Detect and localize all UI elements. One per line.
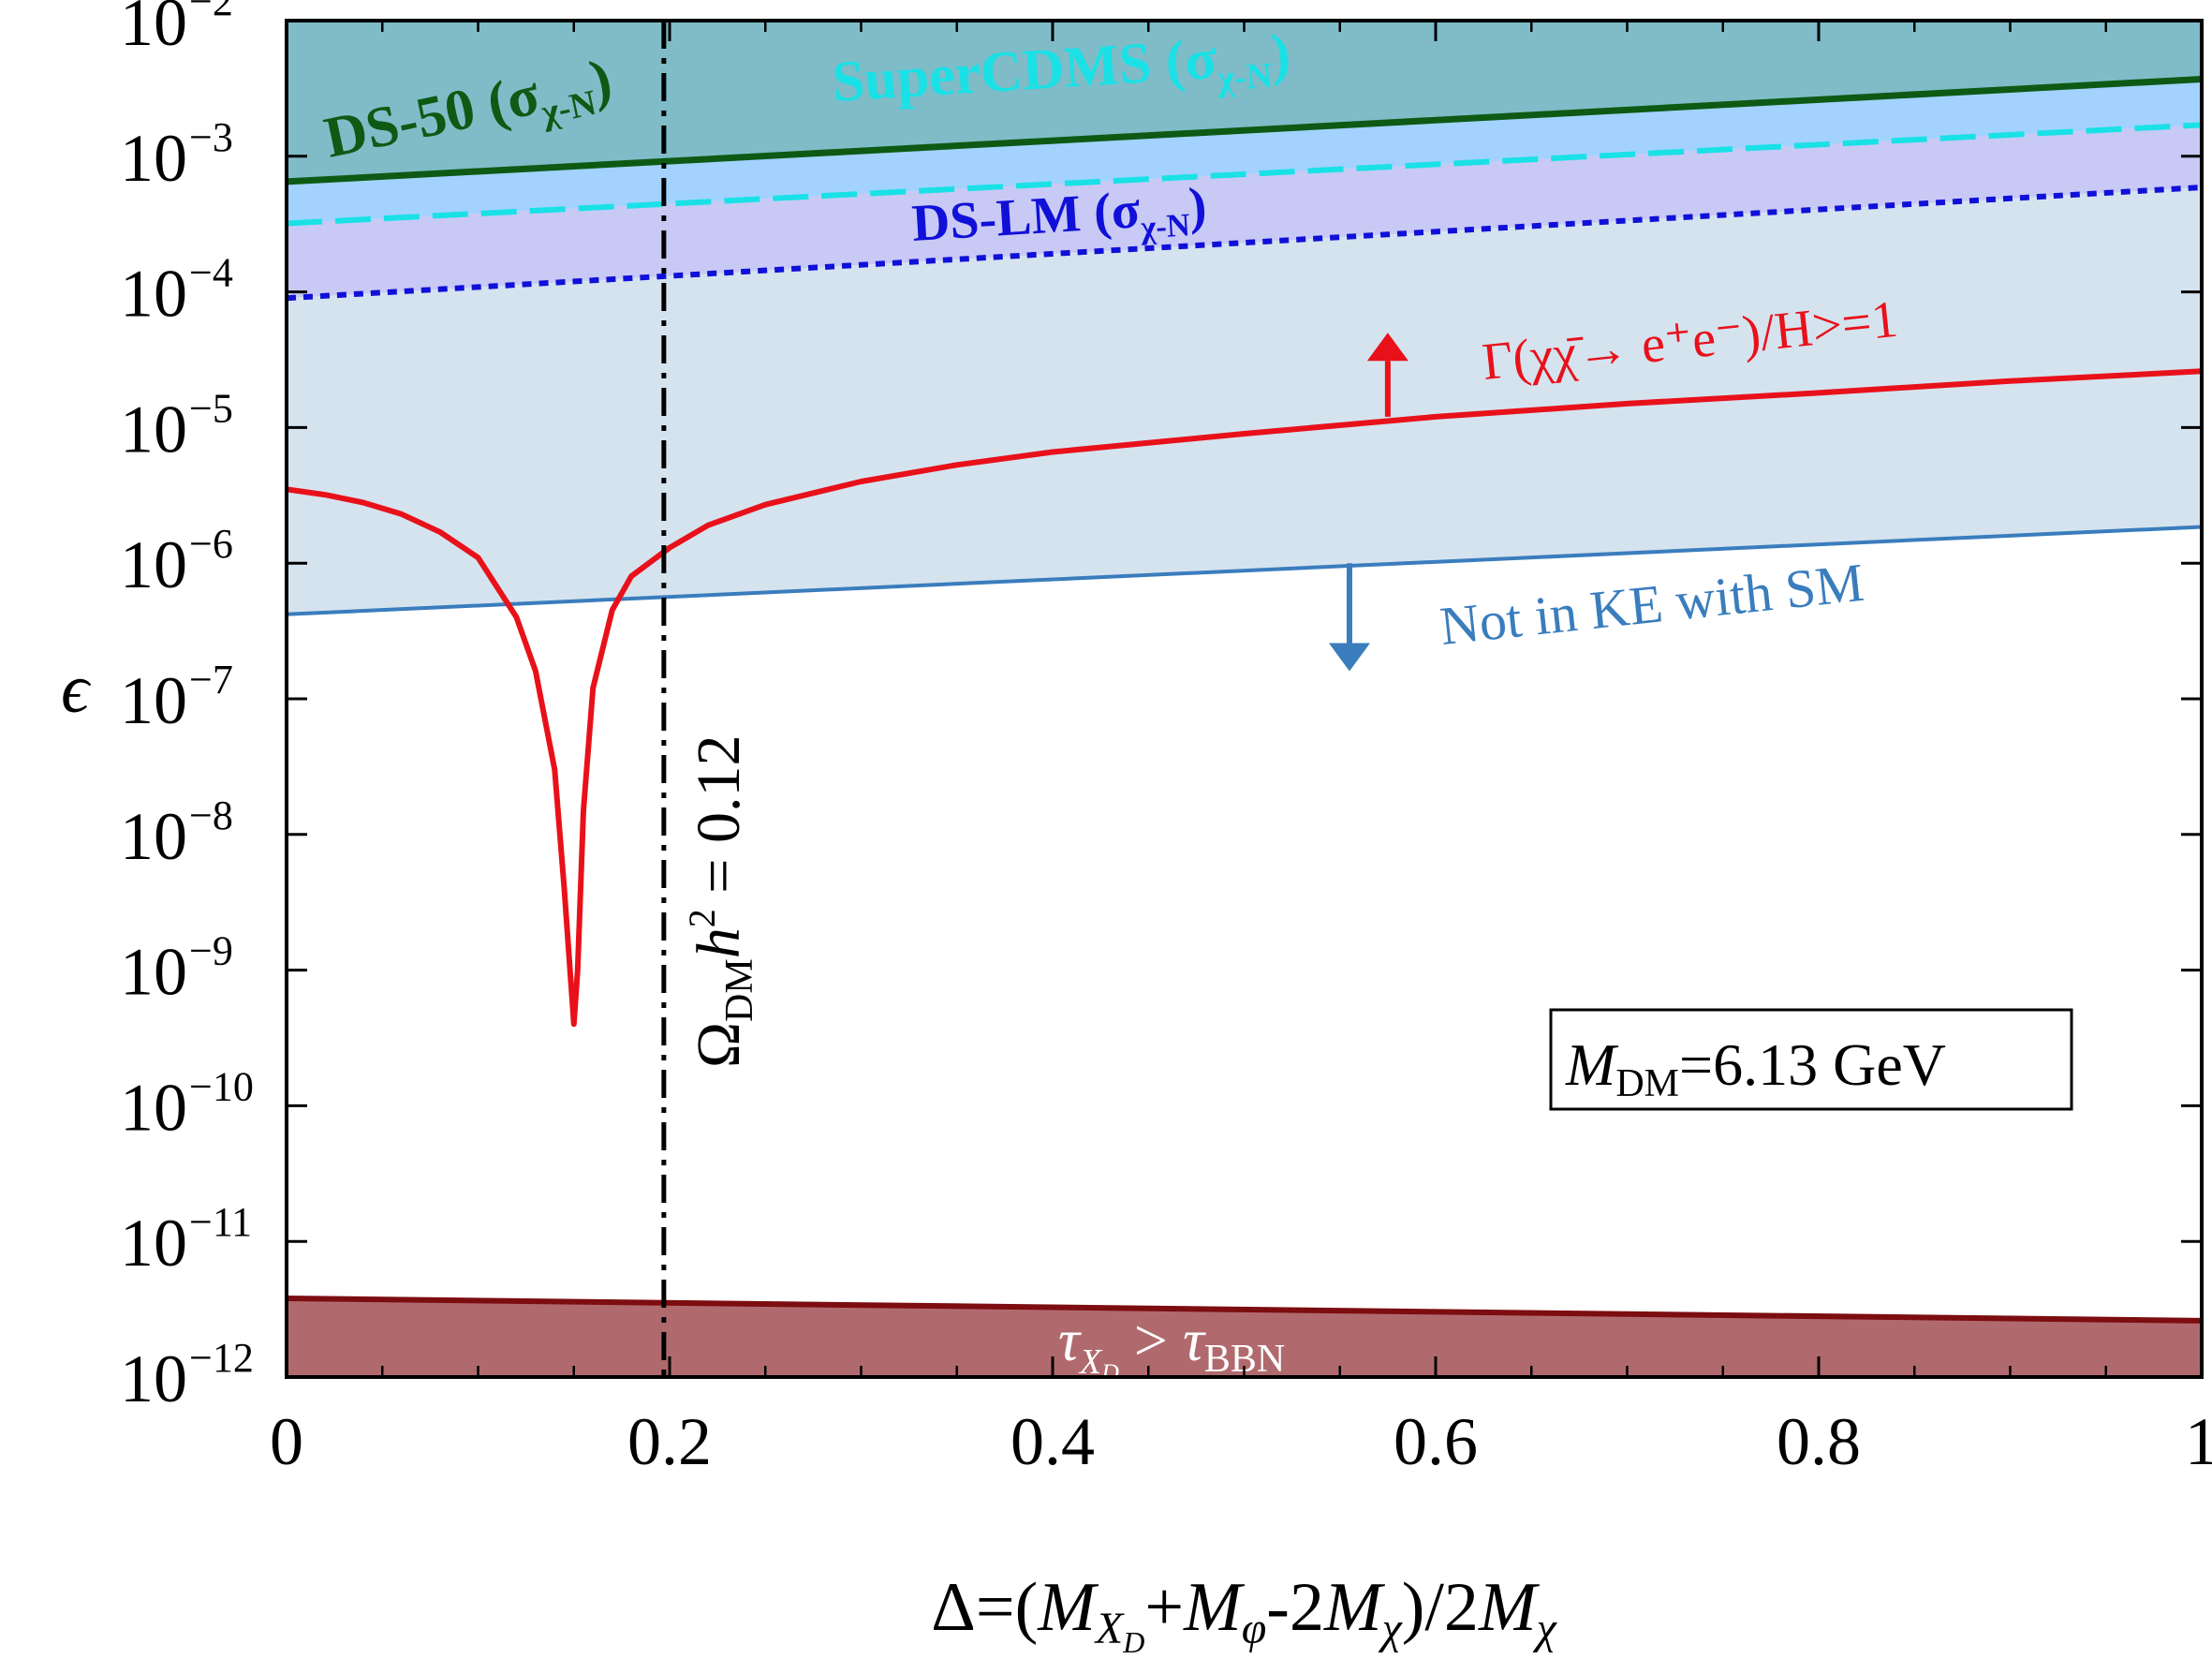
ke-line bbox=[287, 525, 2202, 616]
y-tick-exponent: −12 bbox=[189, 1335, 254, 1381]
omega-label: ΩDMh2 = 0.12 bbox=[681, 735, 761, 1068]
y-tick-label: 10 bbox=[120, 935, 187, 1010]
y-tick-exponent: −2 bbox=[189, 0, 233, 24]
y-tick-exponent: −3 bbox=[189, 114, 233, 160]
y-tick-exponent: −6 bbox=[189, 521, 233, 567]
bbn-label: τXD > τBBN bbox=[1058, 1307, 1285, 1386]
x-tick-label: 0.8 bbox=[1777, 1404, 1861, 1479]
y-tick-exponent: −10 bbox=[189, 1063, 254, 1109]
y-tick-label: 10 bbox=[120, 0, 187, 60]
y-tick-label: 10 bbox=[120, 392, 187, 467]
mass-label: MDM=6.13 GeV bbox=[1565, 1031, 1946, 1105]
y-tick-exponent: −5 bbox=[189, 385, 233, 431]
y-tick-exponent: −7 bbox=[189, 657, 233, 703]
x-tick-label: 1 bbox=[2185, 1404, 2212, 1479]
y-tick-exponent: −9 bbox=[189, 928, 233, 974]
y-tick-label: 10 bbox=[120, 527, 187, 602]
y-tick-label: 10 bbox=[120, 121, 187, 196]
series-lines bbox=[287, 21, 2202, 1377]
y-tick-label: 10 bbox=[120, 1206, 187, 1281]
x-axis-label: Δ=(MXD+Mφ-2Mχ)/2Mχ bbox=[931, 1569, 1557, 1659]
y-axis-label: ϵ bbox=[61, 651, 92, 728]
supercdms-line bbox=[287, 122, 2202, 227]
mass-box bbox=[1549, 1008, 2073, 1111]
bbn-line bbox=[287, 1296, 2202, 1324]
shaded-regions bbox=[287, 21, 2202, 1377]
up-arrow-head bbox=[1366, 333, 1408, 362]
gamma-h-line bbox=[287, 368, 2202, 1028]
x-tick-label: 0.2 bbox=[627, 1404, 712, 1479]
dslm-excluded-region bbox=[287, 125, 2202, 299]
axis-ticks bbox=[285, 19, 2204, 1379]
y-tick-exponent: −11 bbox=[189, 1199, 252, 1245]
dslm-label: DS-LM (σχ-N) bbox=[910, 177, 1209, 259]
y-tick-exponent: −4 bbox=[189, 250, 233, 296]
tick-labels: 0 0.2 0.4 0.6 0.8 110−210−310−410−510−610−710… bbox=[120, 0, 2212, 1479]
y-tick-label: 10 bbox=[120, 1070, 187, 1145]
x-tick-label: 0 bbox=[270, 1404, 303, 1479]
supercdms-excluded-region bbox=[287, 79, 2202, 224]
bbn-excluded-region bbox=[287, 1298, 2202, 1377]
y-tick-label: 10 bbox=[120, 663, 187, 738]
y-tick-exponent: −8 bbox=[189, 792, 233, 838]
x-tick-label: 0.6 bbox=[1394, 1404, 1478, 1479]
y-tick-label: 10 bbox=[120, 257, 187, 332]
ds50-excluded-region bbox=[287, 21, 2202, 182]
y-tick-label: 10 bbox=[120, 1341, 187, 1416]
ke-label: Not in KE with SM bbox=[1438, 552, 1867, 657]
ds50-line bbox=[287, 76, 2202, 185]
x-tick-label: 0.4 bbox=[1010, 1404, 1095, 1479]
y-tick-label: 10 bbox=[120, 799, 187, 874]
down-arrow-head bbox=[1328, 643, 1370, 672]
